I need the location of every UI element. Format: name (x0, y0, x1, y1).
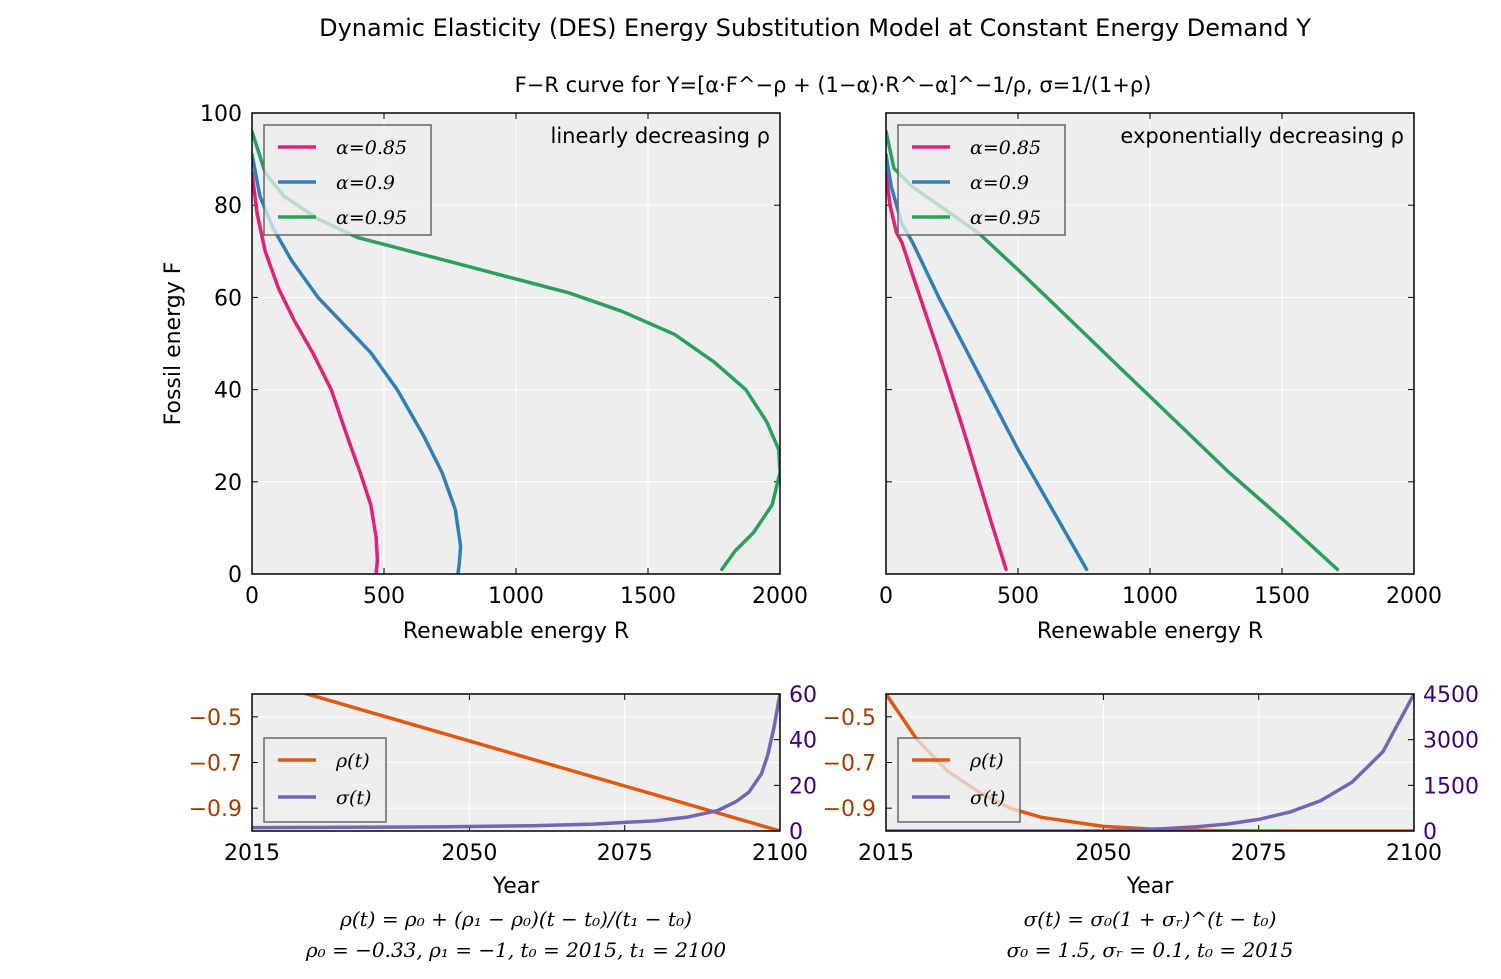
y-right-tick-label: 20 (789, 774, 817, 799)
y-right-tick-label: 40 (789, 729, 817, 754)
legend-label: α=0.95 (336, 207, 407, 229)
x-tick-label: 1500 (1254, 584, 1310, 609)
x-tick-label: 2075 (1231, 841, 1287, 866)
x-tick-label: 2015 (224, 841, 280, 866)
panel-bottom-left: 2015 2050 2075 2100 −0.5 −0.7 −0.9 60 40 20 0 ρ(t) σ… (189, 683, 817, 962)
legend-label: ρ(t) (969, 750, 1004, 772)
legend: ρ(t) σ(t) (897, 737, 1021, 823)
series-line-1 (300, 694, 780, 831)
y-left-tick-label: −0.7 (823, 752, 876, 777)
legend-label: α=0.85 (336, 137, 407, 159)
series-line-1 (252, 171, 380, 574)
y-right-tick-label: 60 (789, 683, 817, 708)
x-axis-label: Year (1126, 874, 1175, 899)
panel-annotation: exponentially decreasing ρ (1120, 124, 1404, 148)
series-line-1 (886, 171, 1008, 572)
figure-subtitle: F−R curve for Y=[α·F^−ρ + (1−α)·R^−α]^−1… (515, 73, 1152, 97)
y-tick-label: 80 (214, 194, 242, 219)
y-left-tick-label: −0.7 (189, 752, 242, 777)
x-tick-label: 500 (363, 584, 405, 609)
y-left-tick-label: −0.5 (189, 706, 242, 731)
y-tick-label: 0 (228, 563, 242, 588)
x-tick-label: 0 (245, 584, 259, 609)
series-line-2 (252, 694, 780, 830)
chart-panels: 0 500 1000 1500 2000020406080100α=0.85α=0.9α… (161, 102, 1479, 962)
panel-bottom-right: 2015 2050 2075 2100 −0.5 −0.7 −0.9 4500 3000 1500… (823, 683, 1479, 962)
parameter-caption: ρ₀ = −0.33, ρ₁ = −1, t₀ = 2015, t₁ = 210… (305, 938, 727, 962)
x-tick-label: 2100 (752, 841, 808, 866)
y-right-tick-label: 1500 (1423, 774, 1479, 799)
y-right-tick-label: 0 (1423, 820, 1437, 845)
legend: α=0.85 α=0.9 α=0.95 (263, 124, 432, 236)
x-tick-label: 500 (997, 584, 1039, 609)
y-right-tick-label: 3000 (1423, 729, 1479, 754)
legend-label: α=0.85 (970, 137, 1041, 159)
y-tick-label: 40 (214, 379, 242, 404)
legend-box (897, 737, 1021, 823)
legend: ρ(t) σ(t) (263, 737, 387, 823)
panel-top-left: 0 500 1000 1500 2000020406080100α=0.85α=0.9α… (161, 102, 808, 644)
parameter-caption: σ₀ = 1.5, σᵣ = 0.1, t₀ = 2015 (1007, 938, 1294, 962)
plot-frame (885, 112, 1415, 575)
y-left-tick-label: −0.9 (823, 797, 876, 822)
series-line-2 (886, 694, 1414, 831)
legend-box (263, 737, 387, 823)
x-axis-label: Year (492, 874, 541, 899)
x-tick-label: 2000 (752, 584, 808, 609)
x-axis-label: Renewable energy R (403, 619, 629, 644)
legend: α=0.85 α=0.9 α=0.95 (897, 124, 1066, 236)
panel-annotation: linearly decreasing ρ (550, 124, 770, 148)
legend-label: σ(t) (336, 787, 371, 809)
x-tick-label: 2000 (1386, 584, 1442, 609)
figure-title: Dynamic Elasticity (DES) Energy Substitu… (319, 14, 1311, 42)
legend-label: ρ(t) (335, 750, 370, 772)
x-tick-label: 1000 (488, 584, 544, 609)
y-axis-label: Fossil energy F (161, 262, 186, 426)
plot-frame (251, 693, 781, 832)
y-right-tick-label: 4500 (1423, 683, 1479, 708)
legend-label: α=0.9 (970, 172, 1029, 194)
x-tick-label: 2050 (441, 841, 497, 866)
y-tick-label: 60 (214, 286, 242, 311)
x-tick-label: 2075 (597, 841, 653, 866)
x-axis-label: Renewable energy R (1037, 619, 1263, 644)
legend-label: α=0.9 (336, 172, 395, 194)
panel-top-right: 0 500 1000 1500 2000 α=0.85 α=0.9 α=0.95 exponen… (879, 112, 1442, 644)
x-tick-label: 1500 (620, 584, 676, 609)
formula-caption: σ(t) = σ₀(1 + σᵣ)^(t − t₀) (1024, 907, 1277, 931)
plot-frame (251, 112, 781, 575)
y-tick-label: 100 (200, 102, 242, 127)
x-tick-label: 2100 (1386, 841, 1442, 866)
plot-frame (885, 693, 1415, 832)
x-tick-label: 2050 (1075, 841, 1131, 866)
x-tick-label: 2015 (858, 841, 914, 866)
legend-label: α=0.95 (970, 207, 1041, 229)
x-tick-label: 0 (879, 584, 893, 609)
formula-caption: ρ(t) = ρ₀ + (ρ₁ − ρ₀)(t − t₀)/(t₁ − t₀) (339, 907, 692, 931)
y-left-tick-label: −0.9 (189, 797, 242, 822)
legend-label: σ(t) (970, 787, 1005, 809)
x-tick-label: 1000 (1122, 584, 1178, 609)
y-left-tick-label: −0.5 (823, 706, 876, 731)
y-right-tick-label: 0 (789, 820, 803, 845)
y-tick-label: 20 (214, 471, 242, 496)
